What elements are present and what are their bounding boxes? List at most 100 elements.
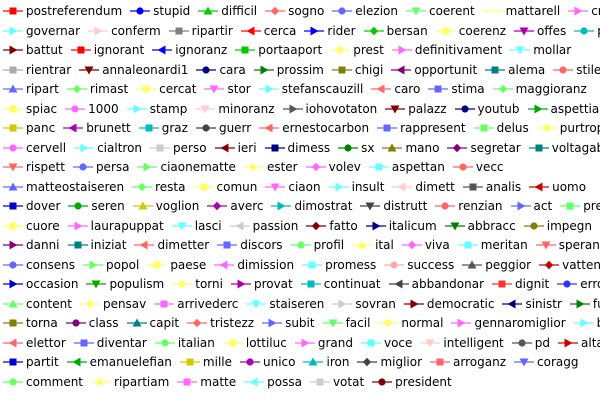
triangle-left-marker <box>376 84 385 94</box>
legend-entry: act <box>510 199 552 213</box>
square-marker <box>383 124 391 132</box>
legend-swatch-icon <box>179 357 200 367</box>
legend-label: delus <box>496 121 529 135</box>
circle-marker <box>246 358 254 366</box>
triangle-down-marker <box>519 27 529 35</box>
triangle-right-marker <box>74 221 83 230</box>
legend-entry: dignit <box>492 277 549 291</box>
legend-label: ignorant <box>93 43 145 57</box>
legend-entry: purtropp <box>536 121 600 135</box>
legend-label: elezion <box>355 4 398 18</box>
triangle-up-marker <box>8 182 18 190</box>
legend-entry: battut <box>3 43 63 57</box>
legend-entry: ignorant <box>70 43 145 57</box>
legend-entry: portaaport <box>235 43 322 57</box>
legend-label: conferm <box>111 23 161 38</box>
legend-label: partit <box>26 355 59 369</box>
legend-swatch-icon <box>65 104 86 114</box>
legend-entry: sx <box>338 141 374 155</box>
legend-entry: uomo <box>529 180 586 194</box>
legend-label: graz <box>161 121 188 135</box>
legend-swatch-icon <box>3 377 23 387</box>
square-marker <box>241 46 249 54</box>
circle-marker <box>543 124 551 132</box>
legend-swatch-icon <box>3 221 23 231</box>
legend-swatch-icon <box>3 260 23 270</box>
legend-entry: palazz <box>385 102 447 116</box>
legend-swatch-icon <box>492 84 513 94</box>
legend-swatch-icon <box>230 279 251 289</box>
square-marker <box>9 105 17 112</box>
legend-entry: stamp <box>126 102 187 116</box>
legend-label: pensav <box>102 296 147 311</box>
legend-swatch-icon <box>198 6 219 16</box>
legend-entry: error <box>557 277 600 291</box>
legend-label: portaaport <box>258 43 323 57</box>
legend-entry: abbracc <box>444 219 516 233</box>
legend-label: iniziat <box>90 238 127 252</box>
legend-swatch-icon <box>401 240 422 250</box>
legend-entry: matteostaiseren <box>3 180 124 194</box>
legend-row: dover seren voglion averc dimostrat distrutt r… <box>3 197 600 215</box>
legend-swatch-icon <box>63 123 84 133</box>
triangle-right-marker <box>335 182 344 191</box>
legend-entry: normal <box>378 316 443 330</box>
legend-entry: cervell <box>3 141 66 155</box>
legend-row: consens popol paese dimission promess success… <box>3 256 600 274</box>
triangle-left-marker <box>394 279 403 289</box>
legend-swatch-icon <box>193 182 214 192</box>
legend-swatch-icon <box>79 299 100 309</box>
legend-swatch-icon <box>405 6 426 16</box>
legend-label: insult <box>351 179 385 194</box>
legend-label: coerent <box>428 4 475 18</box>
triangle-left-marker <box>397 182 406 191</box>
legend-entry: torni <box>172 277 223 291</box>
triangle-right-marker <box>250 162 259 172</box>
legend-entry: content <box>3 297 72 311</box>
legend-label: perso <box>173 140 207 155</box>
legend-label: ester <box>266 160 298 174</box>
legend-entry: cercat <box>136 82 196 96</box>
legend-swatch-icon <box>510 201 531 211</box>
legend-entry: dimett <box>392 180 455 194</box>
legend-label: unico <box>263 355 296 369</box>
triangle-right-marker <box>574 6 583 16</box>
diamond-marker <box>85 299 95 308</box>
legend-label: sovran <box>355 296 396 311</box>
legend-entry: ciaonematte <box>137 160 236 174</box>
square-marker <box>308 261 316 268</box>
legend-swatch-icon <box>168 26 189 36</box>
legend-label: iron <box>326 355 350 369</box>
legend-swatch-icon <box>72 162 93 172</box>
legend-label: politic <box>597 24 600 38</box>
legend-swatch-icon <box>134 240 155 250</box>
legend-label: mollar <box>533 43 572 57</box>
legend-entry: diventar <box>73 336 147 350</box>
legend-swatch-icon <box>66 357 87 367</box>
legend-label: profil <box>313 238 345 252</box>
square-marker <box>498 280 506 288</box>
square-marker <box>80 339 88 346</box>
legend-label: stile <box>576 62 600 77</box>
legend-entry: stile <box>553 63 600 77</box>
legend-swatch-icon <box>309 377 330 387</box>
triangle-right-marker <box>9 26 18 35</box>
legend-swatch-icon <box>332 6 353 16</box>
circle-marker <box>136 7 144 15</box>
legend-swatch-icon <box>253 65 274 75</box>
legend-label: provat <box>253 277 293 291</box>
legend-row: partit emanuelefian mille unico iron miglior a… <box>3 353 586 371</box>
triangle-left-marker <box>68 123 77 133</box>
legend-label: grand <box>317 335 353 350</box>
square-marker <box>9 202 17 210</box>
legend-swatch-icon <box>3 26 23 36</box>
triangle-left-marker <box>72 357 81 367</box>
circle-marker <box>74 202 82 210</box>
legend-entry: tristezz <box>187 316 254 330</box>
legend-label: alema <box>508 62 546 77</box>
triangle-up-marker <box>8 84 18 93</box>
circle-marker <box>71 104 79 113</box>
legend-swatch-icon <box>222 338 243 348</box>
legend-label: bersan <box>386 23 428 38</box>
triangle-up-marker <box>8 299 18 307</box>
